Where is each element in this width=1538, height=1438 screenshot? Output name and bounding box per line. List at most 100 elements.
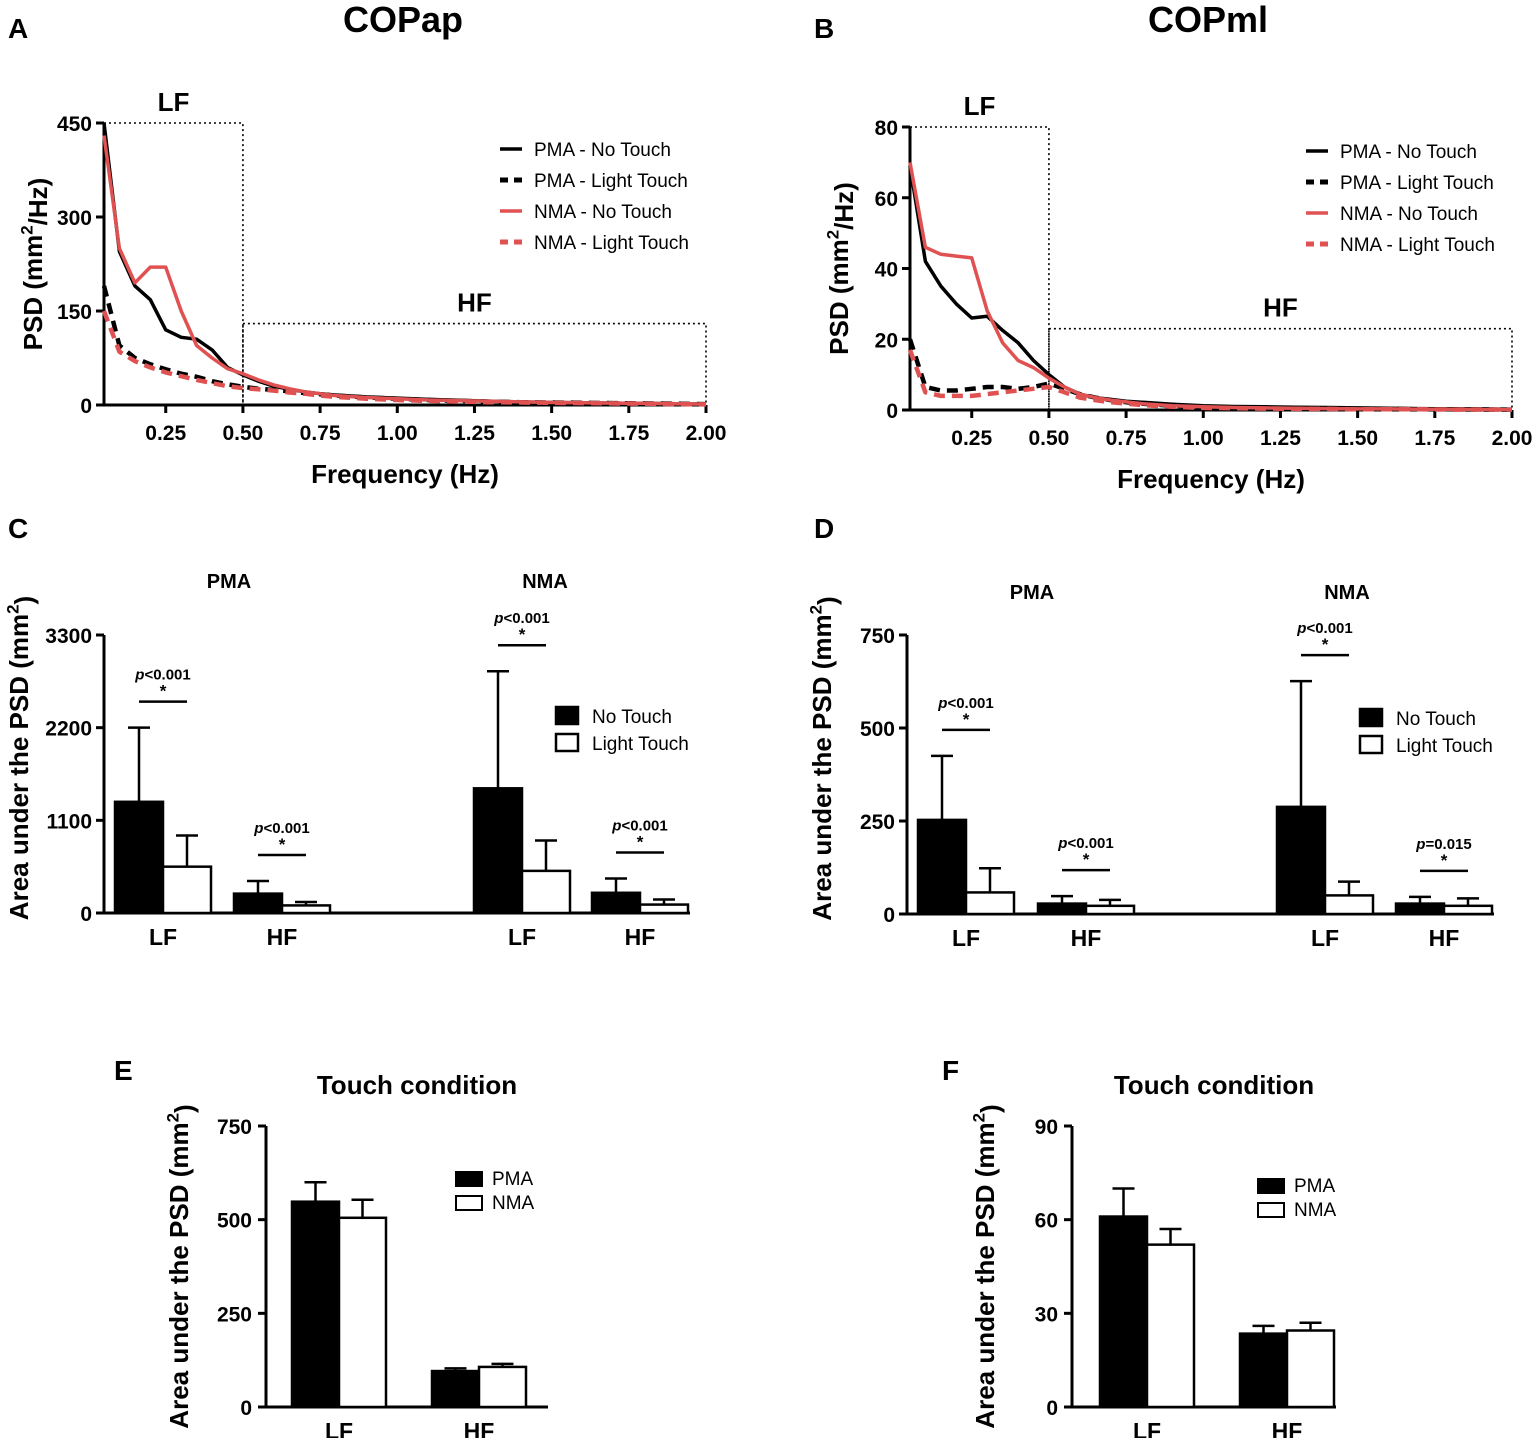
bar-nma-lf-no-touch xyxy=(1275,805,1327,916)
panel-letter-d: D xyxy=(814,513,834,544)
p-value-label: p=0.015 xyxy=(1415,836,1471,853)
x-tick-label: 0.75 xyxy=(1106,427,1147,450)
legend-label-0: PMA xyxy=(492,1169,534,1190)
region-label-hf: HF xyxy=(1263,293,1298,323)
category-label-hf: HF xyxy=(464,1418,495,1438)
legend-label-1: PMA - Light Touch xyxy=(534,171,688,192)
y-tick-label: 0 xyxy=(80,395,92,418)
panel-e-touch-condition-chart: Touch condition 0 250 500 750 LF HF PMA NMA Area … xyxy=(164,1070,548,1438)
chart-title: Touch condition xyxy=(317,1070,517,1100)
legend-swatch-0 xyxy=(455,1171,483,1187)
y-tick-label: 60 xyxy=(875,188,898,211)
bar-lf-nma xyxy=(1145,1243,1196,1409)
series-line-3 xyxy=(101,310,707,407)
p-value-label: p<0.001 xyxy=(611,817,667,834)
bar-nma-lf-light-touch xyxy=(1323,894,1375,916)
panel-letter-f: F xyxy=(942,1055,959,1086)
group-label-pma: PMA xyxy=(1010,582,1054,604)
y-tick-label: 1100 xyxy=(46,810,92,833)
panel-letter-c: C xyxy=(8,513,28,544)
group-label-nma: NMA xyxy=(522,571,568,593)
x-tick-label: 1.25 xyxy=(454,422,495,445)
panel-b-psd-line-chart: 0 20 40 60 80 0.25 0.50 0.75 1.00 1.25 1.50 1.75 2.0… xyxy=(824,91,1533,494)
region-box-lf xyxy=(909,126,1050,411)
bar-lf-nma xyxy=(337,1216,388,1409)
bar-nma-hf-no-touch xyxy=(1394,902,1446,916)
group-label-nma: NMA xyxy=(1324,582,1370,604)
y-axis-label: PSD (mm2/Hz) xyxy=(18,178,53,351)
y-tick-label: 500 xyxy=(860,718,895,741)
x-tick-label: 0.50 xyxy=(1028,427,1069,450)
legend-swatch-1 xyxy=(1257,1202,1285,1218)
bar-pma-lf-no-touch xyxy=(916,818,968,916)
category-label-lf: LF xyxy=(325,1418,353,1438)
series-line-1 xyxy=(101,285,707,407)
bar-hf-pma xyxy=(1238,1332,1289,1409)
x-axis-label: Frequency (Hz) xyxy=(1117,464,1305,494)
x-tick-label: 1.50 xyxy=(1337,427,1378,450)
bar-hf-pma xyxy=(430,1369,481,1409)
significance-star: * xyxy=(1083,850,1090,869)
y-axis-label: Area under the PSD (mm2) xyxy=(807,596,842,920)
bar-hf-nma xyxy=(1285,1329,1336,1409)
legend-swatch-0 xyxy=(1257,1178,1285,1194)
y-tick-label: 20 xyxy=(875,329,898,352)
legend-label-2: NMA - No Touch xyxy=(534,202,672,223)
region-box-hf xyxy=(1048,327,1513,411)
y-tick-label: 750 xyxy=(217,1116,252,1139)
p-value-label: p<0.001 xyxy=(253,820,309,837)
series-line-3 xyxy=(907,349,1512,412)
y-tick-label: 250 xyxy=(217,1303,252,1326)
region-box-hf xyxy=(242,322,707,406)
band-label-lf: LF xyxy=(952,925,980,951)
x-tick-label: 0.25 xyxy=(145,422,186,445)
x-tick-label: 0.50 xyxy=(222,422,263,445)
band-label-lf: LF xyxy=(149,924,177,950)
y-tick-label: 0 xyxy=(240,1397,252,1420)
y-tick-label: 500 xyxy=(217,1210,252,1233)
legend-swatch-0 xyxy=(1358,707,1384,728)
region-label-lf: LF xyxy=(964,91,996,121)
bar-nma-lf-light-touch xyxy=(520,869,572,915)
category-label-lf: LF xyxy=(1133,1418,1161,1438)
bar-nma-hf-light-touch xyxy=(638,903,690,915)
y-axis-label: Area under the PSD (mm2) xyxy=(970,1104,1005,1428)
bar-lf-pma xyxy=(290,1200,341,1409)
group-label-pma: PMA xyxy=(207,571,251,593)
significance-star: * xyxy=(963,710,970,729)
title-copap: COPap xyxy=(343,0,463,40)
bar-nma-lf-no-touch xyxy=(472,787,524,915)
significance-star: * xyxy=(279,835,286,854)
y-tick-label: 3300 xyxy=(45,625,92,648)
legend-swatch-0 xyxy=(554,705,580,726)
p-value-label: p<0.001 xyxy=(937,695,993,712)
p-value-label: p<0.001 xyxy=(493,610,549,627)
bar-nma-hf-light-touch xyxy=(1442,904,1494,916)
legend-label-3: NMA - Light Touch xyxy=(534,233,689,254)
legend-label-3: NMA - Light Touch xyxy=(1340,235,1495,256)
x-tick-label: 1.75 xyxy=(608,422,649,445)
bar-hf-nma xyxy=(477,1365,528,1409)
legend-label-1: PMA - Light Touch xyxy=(1340,173,1494,194)
region-label-lf: LF xyxy=(158,87,190,117)
y-tick-label: 30 xyxy=(1035,1303,1058,1326)
legend-swatch-1 xyxy=(455,1195,483,1211)
legend-label-1: NMA xyxy=(492,1193,535,1214)
series-line-0 xyxy=(908,165,1513,412)
x-tick-label: 1.25 xyxy=(1260,427,1301,450)
bar-pma-lf-no-touch xyxy=(113,800,165,915)
legend-label-2: NMA - No Touch xyxy=(1340,204,1478,225)
x-tick-label: 1.50 xyxy=(531,422,572,445)
band-label-lf: LF xyxy=(508,924,536,950)
y-tick-label: 40 xyxy=(875,259,898,282)
legend-label-1: Light Touch xyxy=(592,734,689,755)
x-tick-label: 2.00 xyxy=(1492,427,1533,450)
significance-star: * xyxy=(160,682,167,701)
p-value-label: p<0.001 xyxy=(134,667,190,684)
y-tick-label: 2200 xyxy=(45,718,92,741)
y-tick-label: 90 xyxy=(1035,1116,1058,1139)
legend-label-1: Light Touch xyxy=(1396,736,1493,757)
y-axis-label: Area under the PSD (mm2) xyxy=(4,596,39,920)
legend-swatch-1 xyxy=(1358,734,1384,755)
